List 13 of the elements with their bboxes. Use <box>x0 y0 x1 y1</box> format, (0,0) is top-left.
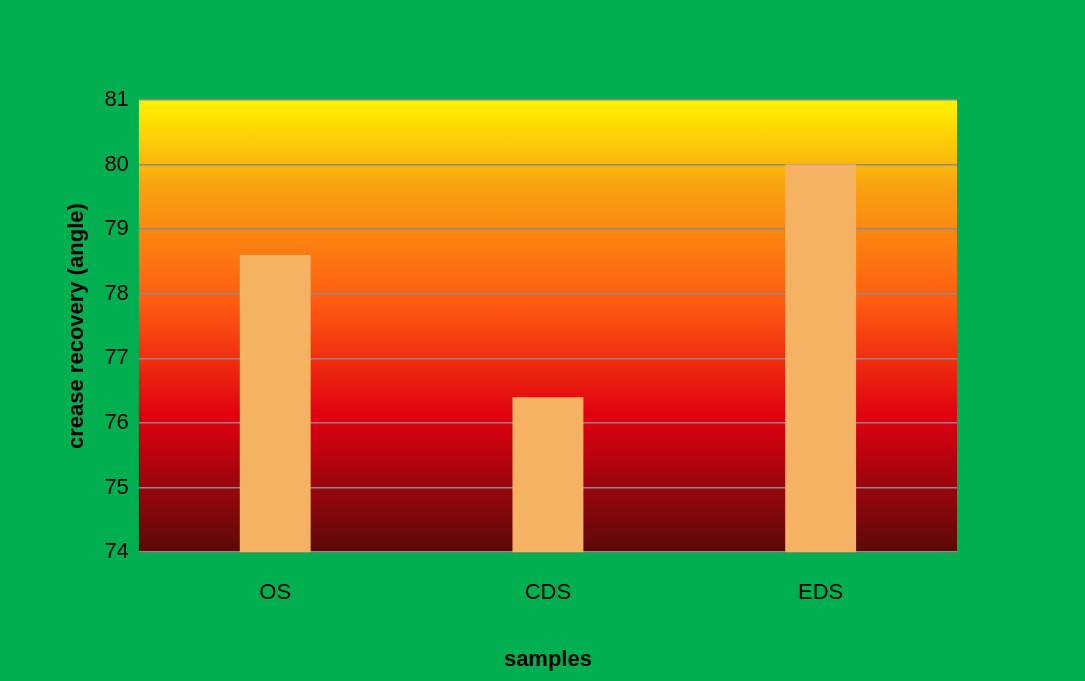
y-tick-label: 76 <box>104 409 129 435</box>
x-tick-label: EDS <box>798 579 844 605</box>
x-tick-label: OS <box>259 579 292 605</box>
x-tick-label: CDS <box>524 579 572 605</box>
y-tick-label: 75 <box>104 473 129 499</box>
y-tick-label: 79 <box>104 215 129 241</box>
y-tick-label: 80 <box>104 150 129 176</box>
x-axis-title: samples <box>503 645 592 671</box>
y-tick-label: 81 <box>104 86 129 112</box>
y-tick-label: 77 <box>104 344 129 370</box>
y-tick-label: 78 <box>104 279 129 305</box>
y-axis-title: crease recovery (angle) <box>63 203 89 450</box>
y-tick-label: 74 <box>104 538 129 564</box>
